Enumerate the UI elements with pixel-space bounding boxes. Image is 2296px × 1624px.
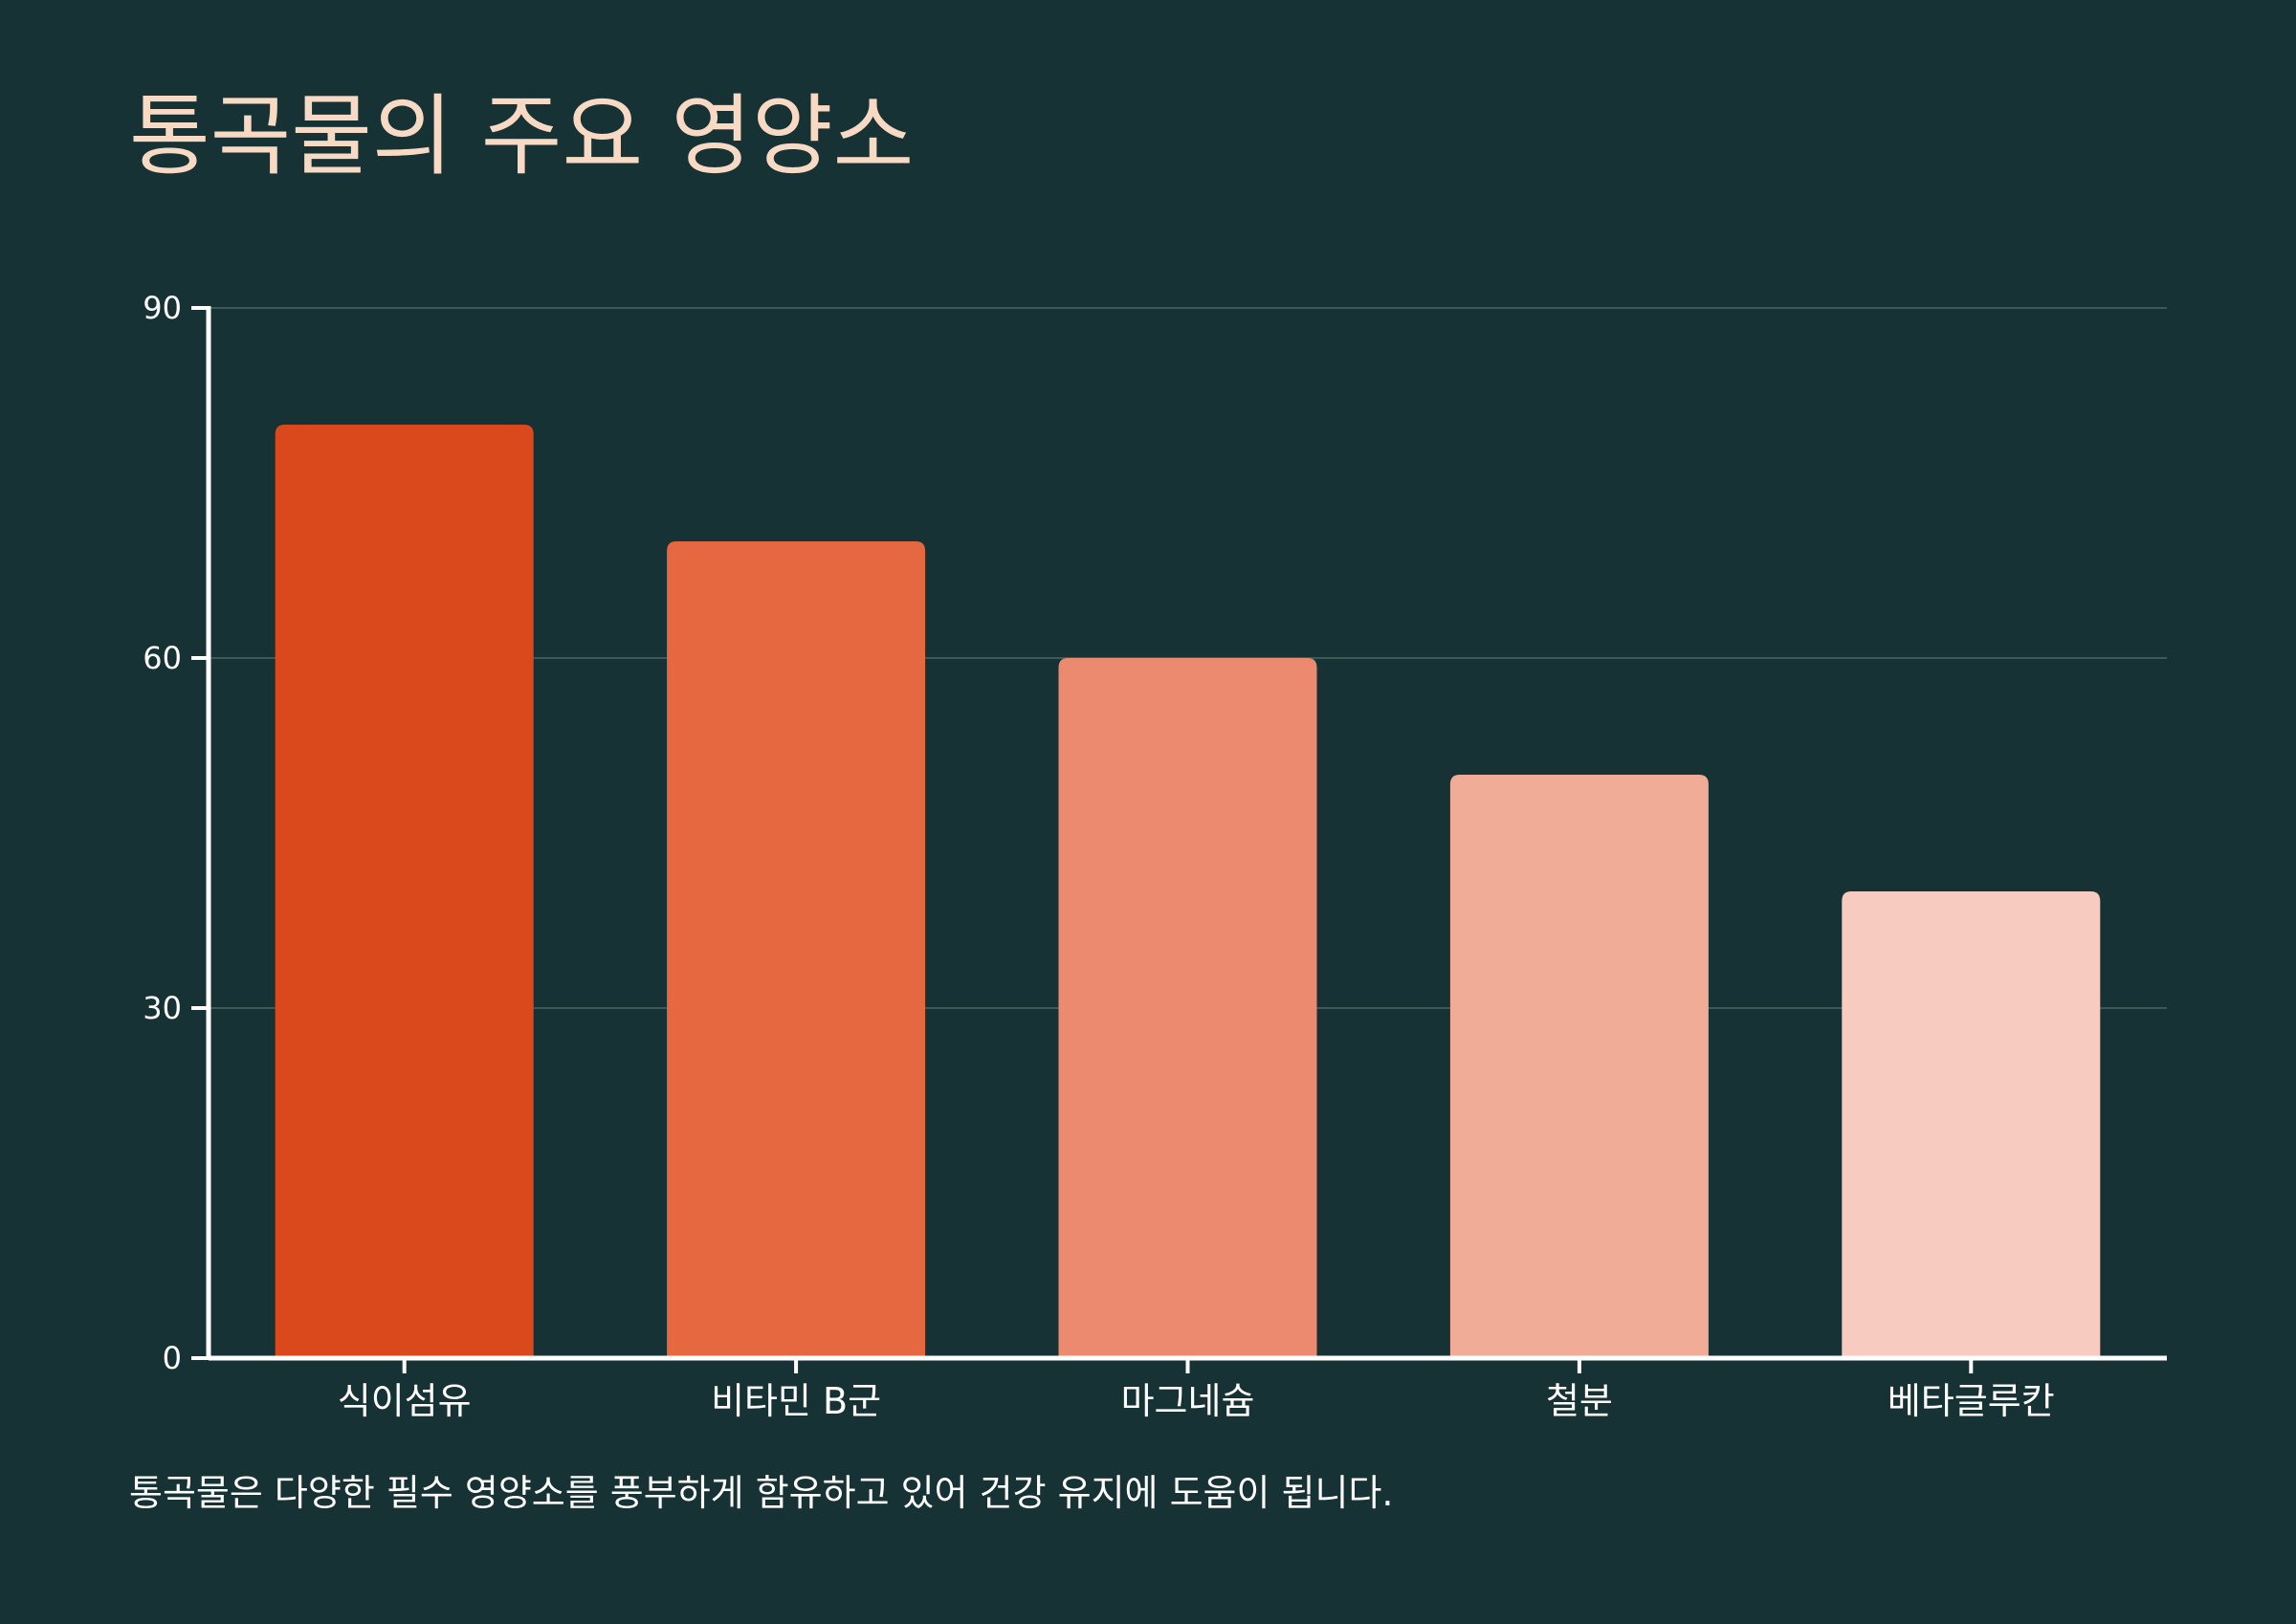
x-tick-label: 철분 — [1546, 1380, 1613, 1422]
x-tick-label: 비타민 B군 — [711, 1380, 881, 1422]
chart-title: 통곡물의 주요 영양소 — [129, 85, 915, 187]
x-tick-label: 베타글루칸 — [1888, 1380, 2055, 1422]
x-tick-label: 식이섬유 — [338, 1380, 472, 1422]
y-tick-label: 0 — [163, 1340, 182, 1376]
x-tick-label: 마그네슘 — [1121, 1380, 1255, 1422]
chart-caption: 통곡물은 다양한 필수 영양소를 풍부하게 함유하고 있어 건강 유지에 도움이… — [129, 1472, 1394, 1514]
y-tick-label: 90 — [143, 290, 182, 326]
bar-4 — [1449, 775, 1709, 1358]
bar-1 — [275, 425, 534, 1358]
y-tick-label: 30 — [143, 990, 182, 1026]
y-tick-label: 60 — [143, 640, 182, 676]
bar-3 — [1058, 658, 1317, 1358]
bar-2 — [667, 541, 926, 1358]
bar-5 — [1842, 891, 2101, 1358]
